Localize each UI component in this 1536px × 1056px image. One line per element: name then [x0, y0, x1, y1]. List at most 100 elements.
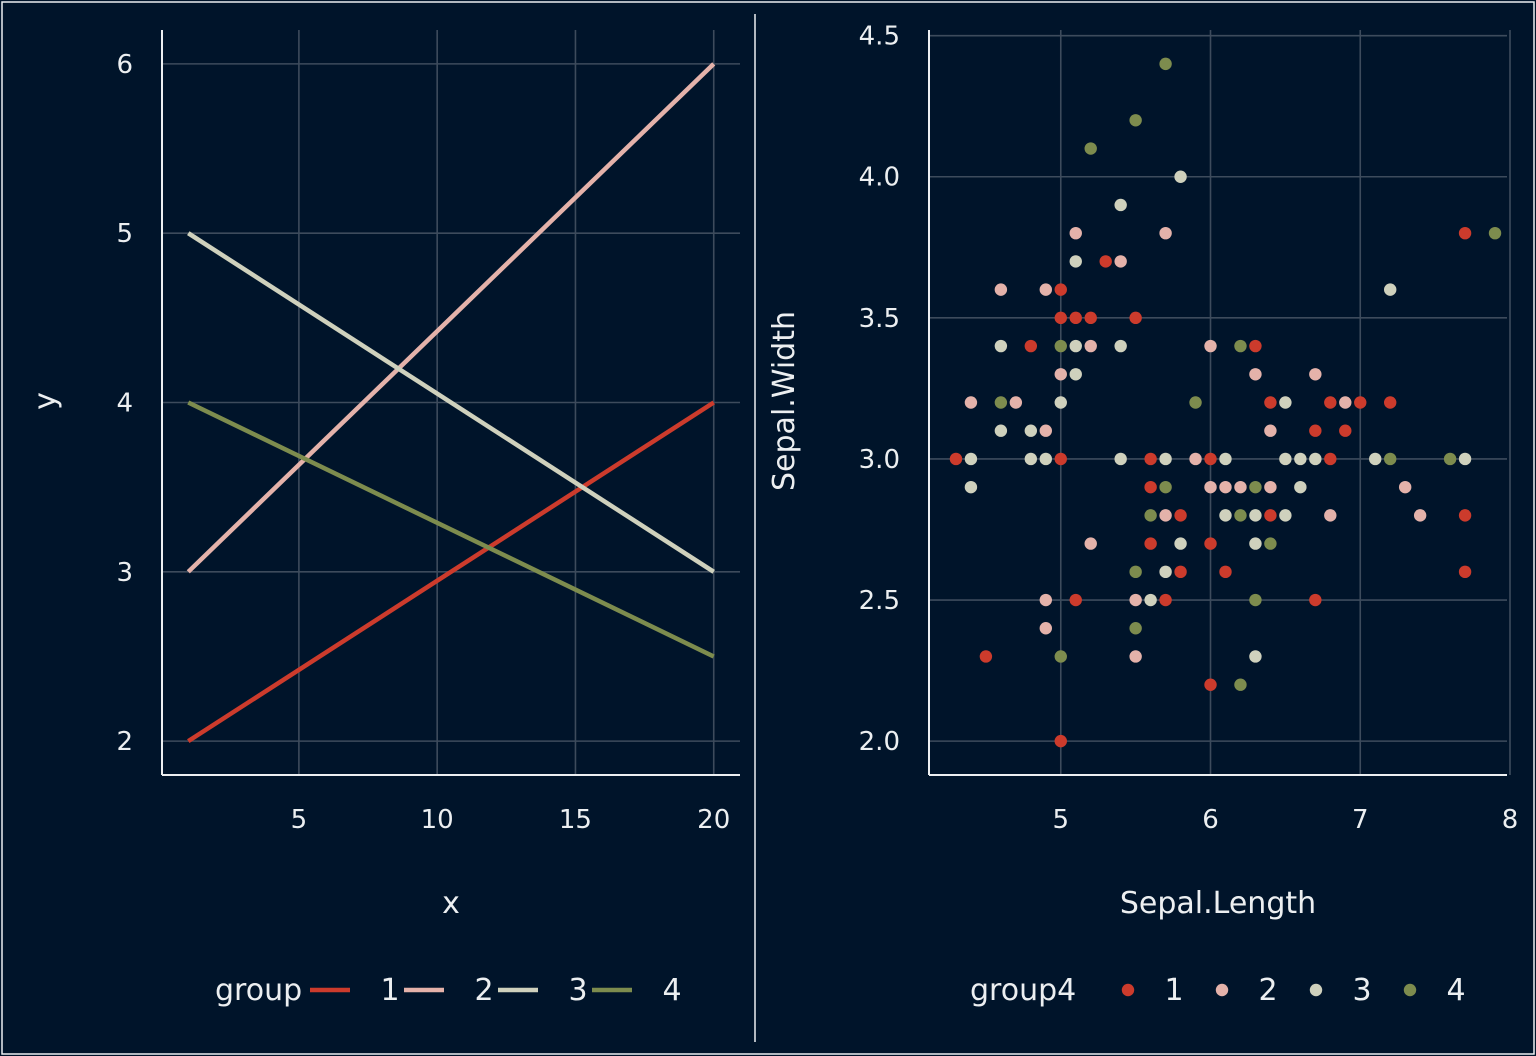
- scatter-point-group-1: [949, 452, 963, 466]
- scatter-point-group-2: [1413, 509, 1427, 522]
- scatter-point-group-3: [1159, 452, 1172, 466]
- scatter-point-group-1: [1024, 339, 1038, 353]
- scatter-point-group-2: [1039, 424, 1052, 437]
- scatter-chart-y-tick-label: 4.0: [859, 163, 900, 193]
- scatter-point-group-4: [1234, 678, 1247, 691]
- scatter-point-group-2: [1204, 339, 1217, 353]
- scatter-point-group-1: [1264, 509, 1277, 522]
- scatter-point-group-4: [1264, 537, 1277, 550]
- legend-key-point-1: [1121, 983, 1135, 997]
- scatter-point-group-2: [1189, 452, 1202, 466]
- line-chart-legend: group 1 2 3 4: [215, 973, 682, 1008]
- line-chart-panel: 5 10 15 20 2 3 4 5 6 x y group 1 2 3 4: [28, 30, 740, 1008]
- scatter-chart-legend-title: group4: [970, 973, 1076, 1008]
- line-chart-y-tick-label: 5: [116, 219, 133, 249]
- scatter-point-group-4: [1084, 142, 1097, 155]
- scatter-point-group-1: [1129, 311, 1142, 325]
- scatter-point-group-1: [1144, 537, 1157, 550]
- scatter-point-group-2: [1264, 480, 1277, 494]
- line-chart-x-tick-label: 10: [421, 805, 454, 835]
- scatter-chart-y-tick-label: 2.5: [859, 586, 900, 616]
- scatter-point-group-1: [1384, 396, 1397, 409]
- scatter-point-group-4: [1249, 593, 1262, 607]
- scatter-point-group-1: [1339, 424, 1352, 437]
- scatter-point-group-2: [1219, 480, 1232, 494]
- scatter-point-group-3: [1069, 339, 1082, 353]
- line-chart-legend-title: group: [215, 973, 302, 1008]
- legend-label-3: 3: [568, 973, 587, 1008]
- line-chart-y-tick-label: 4: [116, 389, 133, 419]
- scatter-point-group-1: [1159, 593, 1172, 607]
- scatter-point-group-1: [1174, 565, 1187, 579]
- scatter-point-group-3: [1114, 198, 1127, 212]
- scatter-point-group-4: [1488, 226, 1502, 240]
- scatter-point-group-1: [1219, 565, 1232, 579]
- scatter-point-group-3: [1309, 452, 1322, 466]
- line-chart-axes: 5 10 15 20 2 3 4 5 6: [116, 30, 740, 835]
- scatter-chart-y-tick-label: 3.5: [859, 304, 900, 334]
- line-chart-y-tick-label: 6: [116, 50, 133, 80]
- scatter-point-group-1: [1144, 480, 1157, 494]
- scatter-point-group-2: [1339, 396, 1352, 409]
- scatter-point-group-2: [1009, 396, 1023, 409]
- scatter-chart-x-axis-title: Sepal.Length: [1120, 886, 1316, 921]
- scatter-point-group-1: [1458, 565, 1472, 579]
- scatter-point-group-3: [964, 452, 978, 466]
- legend-label-4: 4: [662, 973, 681, 1008]
- scatter-point-group-2: [1039, 622, 1052, 635]
- scatter-point-group-4: [1129, 114, 1142, 127]
- scatter-point-group-4: [1159, 57, 1172, 71]
- scatter-point-group-4: [1234, 339, 1247, 353]
- scatter-point-group-3: [1294, 480, 1307, 494]
- scatter-point-group-1: [1069, 593, 1082, 607]
- scatter-point-group-1: [979, 650, 993, 663]
- scatter-point-group-3: [994, 339, 1008, 353]
- legend-label-4: 4: [1446, 973, 1465, 1008]
- scatter-point-group-1: [1204, 678, 1217, 691]
- scatter-point-group-4: [1054, 650, 1067, 663]
- scatter-point-group-3: [964, 480, 978, 494]
- scatter-point-group-1: [1099, 255, 1112, 268]
- legend-label-2: 2: [474, 973, 493, 1008]
- line-chart-x-tick-label: 15: [559, 805, 592, 835]
- scatter-point-group-1: [1054, 734, 1067, 748]
- scatter-chart-x-tick-label: 7: [1352, 805, 1369, 835]
- scatter-point-group-2: [1309, 368, 1322, 381]
- scatter-point-group-1: [1458, 226, 1472, 240]
- scatter-point-group-4: [1144, 509, 1157, 522]
- scatter-point-group-3: [1219, 452, 1232, 466]
- scatter-point-group-1: [1204, 537, 1217, 550]
- series-line-1: [187, 400, 715, 744]
- scatter-point-group-1: [1204, 452, 1217, 466]
- scatter-point-group-1: [1144, 452, 1157, 466]
- scatter-point-group-2: [1398, 480, 1412, 494]
- scatter-point-group-2: [1069, 226, 1082, 240]
- scatter-point-group-3: [1249, 650, 1262, 663]
- scatter-point-group-1: [1054, 283, 1067, 296]
- scatter-point-group-1: [1054, 311, 1067, 325]
- scatter-point-group-3: [1294, 452, 1307, 466]
- scatter-point-group-1: [1354, 396, 1367, 409]
- scatter-chart-y-tick-label: 4.5: [859, 22, 900, 52]
- series-line-2: [186, 62, 716, 574]
- scatter-point-group-2: [1129, 650, 1142, 663]
- scatter-point-group-3: [1279, 509, 1292, 522]
- scatter-point-group-2: [1114, 255, 1127, 268]
- scatter-point-group-3: [1174, 170, 1187, 183]
- scatter-point-group-2: [1264, 424, 1277, 437]
- scatter-point-group-1: [1249, 339, 1262, 353]
- line-chart-x-axis-title: x: [442, 886, 460, 921]
- legend-label-1: 1: [1164, 973, 1183, 1008]
- scatter-point-group-2: [994, 283, 1008, 296]
- scatter-point-group-3: [1384, 283, 1397, 296]
- scatter-chart-x-tick-label: 5: [1052, 805, 1069, 835]
- scatter-point-group-2: [1204, 480, 1217, 494]
- scatter-point-group-3: [1069, 368, 1082, 381]
- line-chart-x-tick-label: 5: [291, 805, 308, 835]
- scatter-point-group-1: [1054, 452, 1067, 466]
- scatter-chart-points: [949, 57, 1502, 748]
- scatter-point-group-3: [1039, 452, 1052, 466]
- scatter-point-group-2: [1234, 480, 1247, 494]
- scatter-point-group-4: [1249, 480, 1262, 494]
